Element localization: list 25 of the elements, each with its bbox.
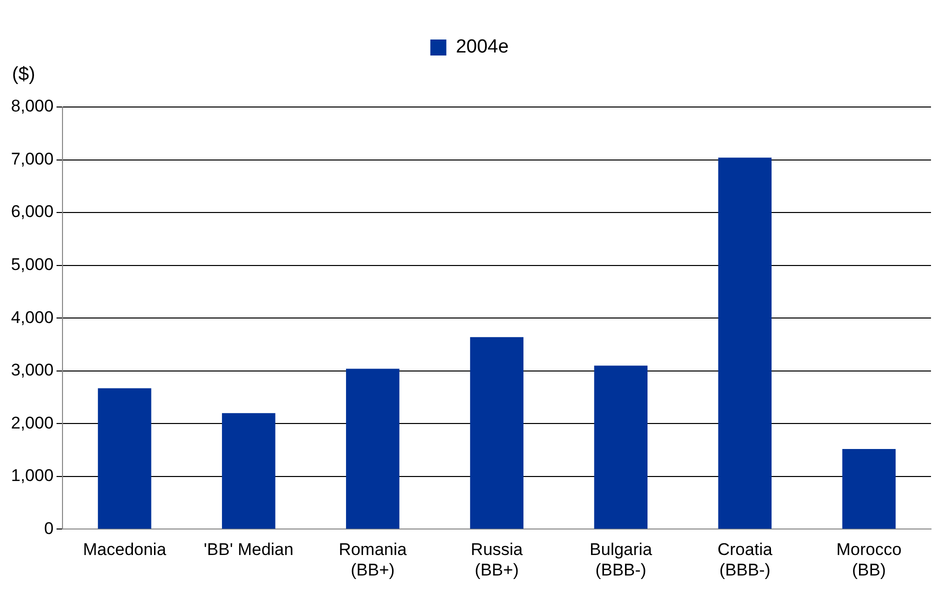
x-tick-label: Russia (BB+) (470, 540, 524, 580)
bar (470, 337, 524, 529)
bar (98, 388, 152, 529)
bar (718, 158, 772, 529)
y-tick-label: 6,000 (10, 202, 54, 222)
x-tick-label: Bulgaria (BBB-) (590, 540, 653, 580)
x-tick-label: Croatia (BBB-) (717, 540, 773, 580)
bar (842, 448, 896, 529)
legend-label: 2004e (456, 36, 509, 58)
y-axis-title: ($) (12, 64, 36, 86)
y-tick-label: 7,000 (10, 149, 54, 168)
x-tick-label: Romania (BB+) (338, 540, 408, 580)
x-tick-label: Macedonia (82, 540, 167, 560)
x-tick-label: 'BB' Median (204, 540, 294, 560)
y-tick-label: 5,000 (10, 255, 54, 274)
bar (222, 413, 276, 529)
y-tick-label: 1,000 (10, 466, 54, 486)
y-tick-label: 0 (44, 518, 54, 538)
y-tick-label: 3,000 (10, 360, 54, 380)
bar (594, 366, 648, 529)
x-tick-label: Morocco (BB) (836, 540, 902, 580)
y-tick-label: 4,000 (10, 308, 54, 327)
y-tick-label: 8,000 (10, 96, 54, 116)
y-tick-label: 2,000 (10, 413, 54, 432)
bar (346, 368, 400, 529)
